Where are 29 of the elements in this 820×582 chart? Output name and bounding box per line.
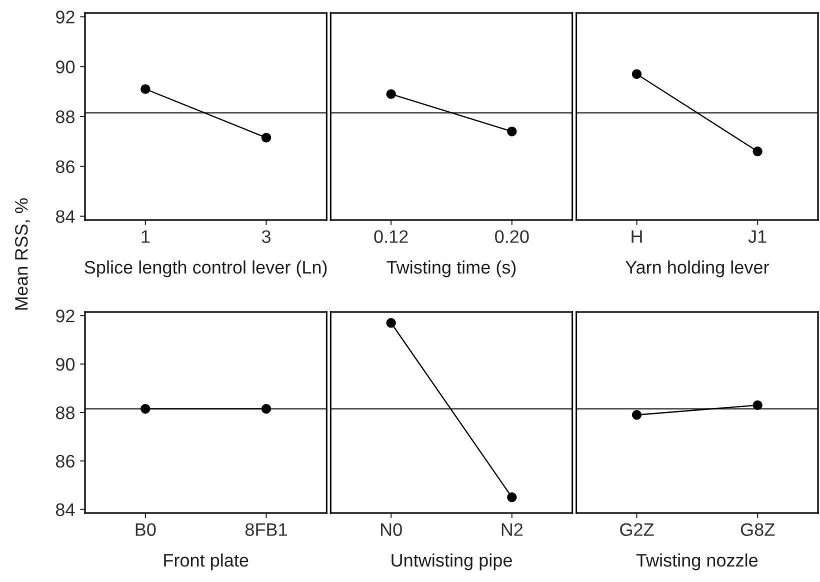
x-tick-label: 3 <box>262 230 270 243</box>
x-tick-label: N2 <box>502 523 523 536</box>
y-tick-label: 92 <box>56 310 74 322</box>
x-axis-title: Twisting time (s) <box>386 260 516 278</box>
y-axis-title: Mean RSS, % <box>15 198 30 310</box>
x-axis-title: Yarn holding lever <box>625 260 769 278</box>
x-tick-label: 0.20 <box>495 230 529 243</box>
y-tick-label: 88 <box>56 110 74 124</box>
x-axis-title: Untwisting pipe <box>392 553 512 570</box>
y-tick-label: 84 <box>56 210 75 223</box>
x-axis-title: Front plate <box>164 553 248 570</box>
y-tick-label: 92 <box>56 10 74 24</box>
y-tick-label: 88 <box>56 406 74 420</box>
x-tick-label: J1 <box>748 230 766 243</box>
x-tick-label: G8Z <box>740 523 775 536</box>
y-tick-label: 86 <box>56 454 74 468</box>
y-tick-label: 90 <box>56 60 75 74</box>
y-tick-label: 86 <box>56 160 74 174</box>
y-tick-label: 90 <box>56 358 75 371</box>
x-tick-label: N0 <box>381 523 402 536</box>
x-tick-label: 1 <box>142 230 150 243</box>
x-axis-title: Splice length control lever (Ln) <box>84 260 327 278</box>
x-tick-label: 8FB1 <box>245 523 287 536</box>
x-tick-label: 0.12 <box>374 230 408 243</box>
x-tick-label: G2Z <box>620 523 654 536</box>
x-tick-label: H <box>632 230 642 243</box>
y-tick-label: 84 <box>56 503 75 516</box>
x-tick-label: B0 <box>136 523 156 536</box>
x-axis-title: Twisting nozzle <box>636 553 758 570</box>
